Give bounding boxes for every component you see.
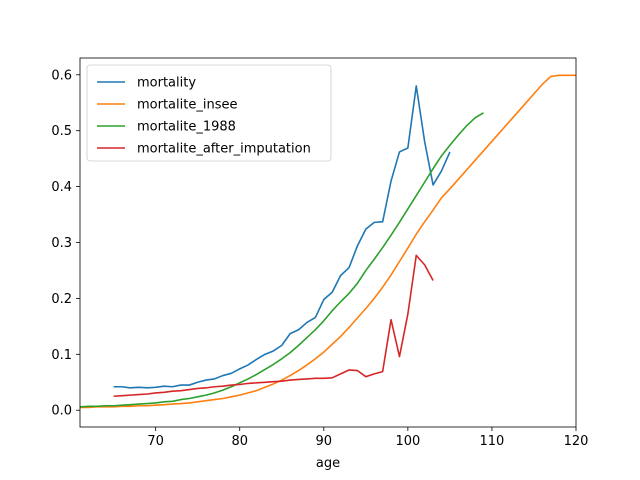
x-tick-label: 110 xyxy=(480,434,505,449)
y-axis: 0.0 0.1 0.2 0.3 0.4 0.5 0.6 xyxy=(51,68,80,419)
y-tick-label: 0.0 xyxy=(51,404,72,419)
x-tick-label: 100 xyxy=(395,434,420,449)
series-line-mortalite-after-imputation xyxy=(113,254,434,398)
x-tick-label: 120 xyxy=(564,434,589,449)
legend: mortality mortalite_insee mortalite_1988mo… xyxy=(86,64,332,162)
y-tick-label: 0.2 xyxy=(51,292,72,307)
series-layer xyxy=(79,74,576,409)
legend-label: mortalite_1988 xyxy=(137,120,236,135)
y-tick-label: 0.5 xyxy=(51,124,72,139)
x-tick-label: 80 xyxy=(231,434,248,449)
x-axis: 70 80 90 100 110 120 xyxy=(147,427,588,449)
legend-label: mortality xyxy=(137,76,196,91)
series-line-mortality xyxy=(113,85,451,389)
x-axis-label: age xyxy=(316,456,340,471)
y-tick-label: 0.6 xyxy=(51,68,72,83)
y-tick-label: 0.1 xyxy=(51,348,72,363)
series-line-mortalite-1988 xyxy=(79,112,484,408)
legend-label: mortalite_after_imputation xyxy=(137,142,311,157)
y-tick-label: 0.4 xyxy=(51,180,72,195)
x-tick-label: 70 xyxy=(147,434,164,449)
series-line-mortalite-insee xyxy=(80,74,576,409)
y-tick-label: 0.3 xyxy=(51,236,72,251)
x-tick-label: 90 xyxy=(316,434,333,449)
legend-label: mortalite_insee xyxy=(137,98,237,113)
legend-box xyxy=(86,64,332,162)
